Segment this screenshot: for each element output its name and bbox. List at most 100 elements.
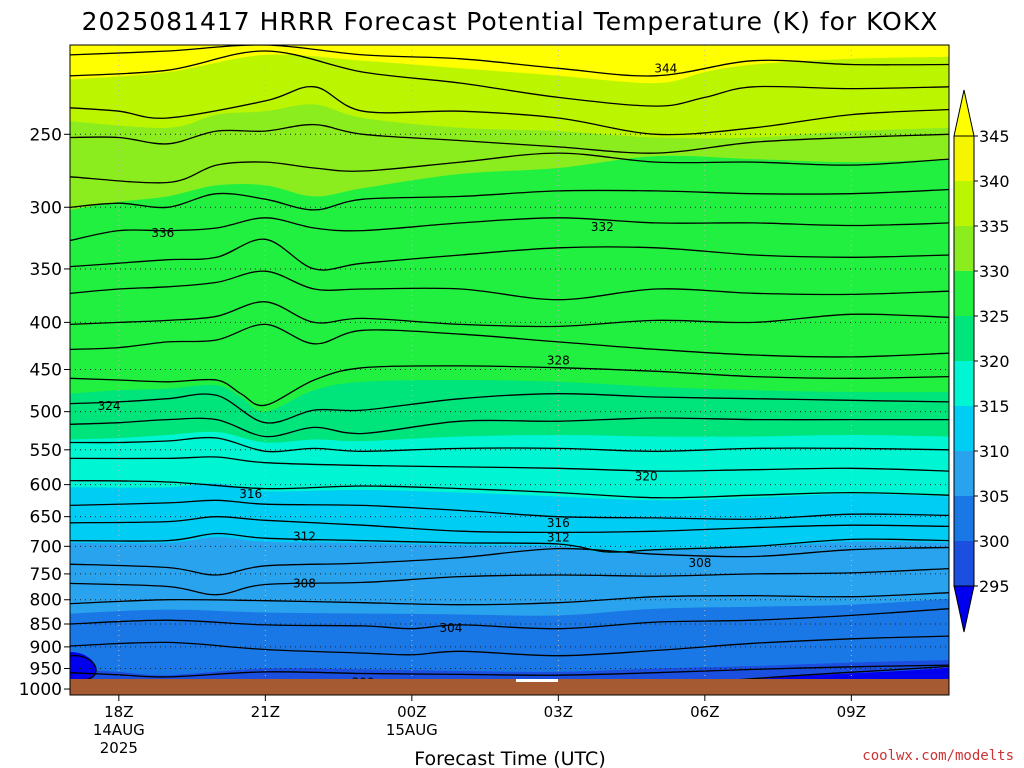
colorbar-segment-340	[954, 181, 974, 226]
isentrope-324-12	[70, 393, 949, 424]
contour-label: 344	[654, 61, 677, 75]
isentrope-320-15	[70, 456, 949, 472]
y-tick-label: 1000	[19, 680, 62, 700]
x-tick-label: 06Z	[690, 703, 719, 721]
contour-label: 328	[547, 354, 570, 368]
y-tick-label: 450	[30, 361, 62, 381]
credit-text: coolwx.com/modelts	[862, 748, 1014, 764]
contour-label: 308	[688, 556, 711, 570]
contour-label-group-4: 324	[98, 399, 121, 413]
terrain-highlight	[516, 679, 558, 682]
x-tick-label: 03Z	[544, 703, 573, 721]
y-tick-label: 500	[30, 403, 62, 423]
contour-label: 312	[293, 529, 316, 543]
grid-lines	[70, 45, 949, 690]
colorbar-segment-320	[954, 361, 974, 406]
y-tick-label: 800	[30, 591, 62, 611]
colorbar-tick-label: 295	[979, 577, 1010, 596]
isentrope-328-11	[70, 365, 949, 407]
colorbar-tick-label: 305	[979, 487, 1010, 506]
isentrope-304-24	[70, 635, 949, 657]
contour-label: 332	[591, 220, 614, 234]
x-tick-year: 2025	[100, 739, 138, 757]
colorbar-extend-top	[953, 89, 975, 137]
contour-label-group-5: 320	[635, 470, 658, 484]
contour-label: 316	[239, 487, 262, 501]
colorbar-segment-310	[954, 451, 974, 496]
isentrope-316-17	[70, 499, 949, 520]
x-tick-label: 21Z	[251, 703, 280, 721]
colorbar-tick-label: 325	[979, 307, 1010, 326]
isentrope-316-16	[70, 479, 949, 499]
colorbar-segment-335	[954, 226, 974, 271]
colorbar: 345 340 335 330 325 320 315 310 305 300 295	[953, 89, 1010, 633]
x-tick-label: 09Z	[837, 703, 866, 721]
colorbar-tick-label: 300	[979, 532, 1010, 551]
contour-label-group-2: 332	[591, 220, 614, 234]
y-tick-label: 400	[30, 313, 62, 333]
contour-label-group-8: 312	[293, 529, 316, 543]
isentrope-304-22	[70, 592, 949, 606]
contour-label-group-3: 328	[547, 354, 570, 368]
y-tick-label: 650	[30, 508, 62, 528]
isentrope-328-10	[70, 323, 949, 358]
contour-label-group-7: 316	[547, 516, 570, 530]
colorbar-segment-330	[954, 271, 974, 316]
isentrope-336-5	[70, 188, 949, 211]
contour-label: 304	[439, 621, 462, 635]
band-left-pocket	[70, 652, 96, 679]
contour-label: 324	[98, 399, 121, 413]
colorbar-tick-label: 335	[979, 217, 1010, 236]
isentrope-336-4	[70, 152, 949, 184]
contour-label-group-11: 308	[688, 556, 711, 570]
y-axis: 250 300 350 400 450 500 550 600 650 700 750 800 850 9…	[19, 125, 70, 700]
isentrope-320-14	[70, 436, 949, 453]
contour-label-group-1: 336	[151, 226, 174, 240]
contour-label-group-10: 308	[293, 576, 316, 590]
contour-label-group-12: 304	[439, 621, 462, 635]
contour-label-group-6: 316	[239, 487, 262, 501]
isentrope-336-3	[70, 123, 949, 154]
y-tick-label: 350	[30, 260, 62, 280]
y-tick-label: 900	[30, 638, 62, 658]
isentrope-340-2	[70, 86, 949, 136]
isentrope-336-6	[70, 217, 949, 242]
x-tick-date: 15AUG	[386, 721, 438, 739]
isentrope-312-19	[70, 532, 949, 553]
isentrope-300-25	[738, 665, 949, 679]
colorbar-extend-bottom	[953, 585, 975, 633]
y-tick-label: 750	[30, 565, 62, 585]
isentrope-lines	[70, 45, 949, 679]
band-below-300	[758, 667, 949, 679]
colorbar-segment-315	[954, 406, 974, 451]
isentrope-332-8	[70, 270, 949, 301]
isentrope-332-9	[70, 301, 949, 328]
isentrope-344-0	[70, 45, 949, 77]
colorbar-segment-325	[954, 316, 974, 361]
y-tick-label: 600	[30, 476, 62, 496]
isentrope-324-13	[70, 417, 949, 438]
y-tick-label: 700	[30, 537, 62, 557]
y-tick-label: 300	[30, 198, 62, 218]
band-307	[70, 598, 949, 679]
colorbar-tick-label: 320	[979, 352, 1010, 371]
isentrope-340-1	[70, 50, 949, 107]
isentrope-300-left	[70, 655, 97, 679]
chart-title: 2025081417 HRRR Forecast Potential Tempe…	[82, 7, 939, 36]
x-axis-label: Forecast Time (UTC)	[414, 748, 605, 768]
y-tick-label: 550	[30, 441, 62, 461]
terrain-strip	[70, 679, 949, 695]
contour-label: 336	[151, 226, 174, 240]
contour-label: 312	[547, 531, 570, 545]
band-302	[70, 660, 949, 679]
contour-label: 308	[293, 576, 316, 590]
colorbar-tick-label: 345	[979, 127, 1010, 146]
colorbar-segment-305	[954, 496, 974, 541]
isentrope-308-20	[70, 546, 949, 576]
y-tick-label: 950	[30, 660, 62, 680]
filled-contours	[70, 45, 949, 679]
isentrope-308-21	[70, 567, 949, 596]
x-tick-date: 14AUG	[93, 721, 145, 739]
